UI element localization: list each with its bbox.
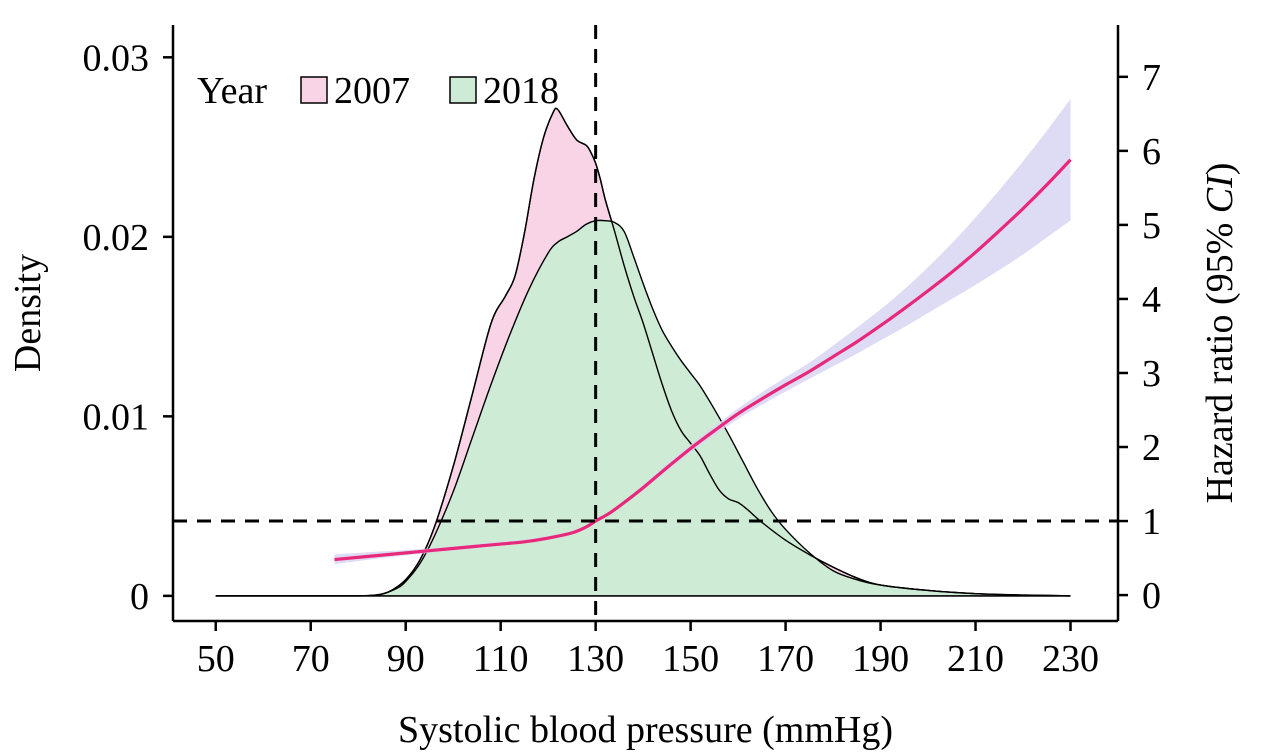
x-tick-label: 230	[1042, 638, 1099, 680]
x-tick-label: 210	[947, 638, 1004, 680]
y-axis-title: Density	[7, 254, 49, 372]
y2-tick-label: 3	[1142, 353, 1161, 395]
axes: 50 70 90 110 130 150 170 190 210 23000.010.020.03…	[83, 25, 1161, 680]
y-tick-label: 0.03	[83, 37, 150, 79]
legend-title: Year	[197, 70, 267, 112]
density-area-2018	[215, 219, 1071, 597]
x-tick-label: 130	[567, 638, 624, 680]
legend-swatch-2007	[300, 76, 328, 104]
density-outline-2007	[215, 107, 1071, 597]
x-tick-label: 110	[473, 638, 529, 680]
y2-tick-label: 1	[1142, 501, 1161, 543]
legend-label-2007: 2007	[334, 70, 410, 112]
hazard-ratio-line	[334, 158, 1072, 562]
plot-area	[173, 25, 1118, 621]
y2-tick-label: 7	[1142, 57, 1161, 99]
y-tick-label: 0.02	[83, 217, 150, 259]
y2-title-main: Hazard ratio (95%	[1199, 213, 1241, 503]
y2-tick-label: 0	[1142, 575, 1161, 617]
y2-axis-title: Hazard ratio (95% CI)	[1199, 163, 1241, 504]
x-tick-label: 170	[757, 638, 814, 680]
y-tick-label: 0.01	[83, 396, 150, 438]
y2-tick-label: 5	[1142, 205, 1161, 247]
x-tick-label: 70	[292, 638, 330, 680]
y2-title-end: )	[1199, 163, 1241, 176]
x-tick-label: 150	[662, 638, 719, 680]
x-tick-label: 190	[852, 638, 909, 680]
legend-swatch-2018	[449, 76, 477, 104]
y2-title-italic: CI	[1199, 173, 1241, 213]
legend: Year 2007 2018	[197, 70, 559, 112]
y2-tick-label: 6	[1142, 131, 1161, 173]
x-axis-title: Systolic blood pressure (mmHg)	[398, 709, 893, 751]
y-tick-label: 0	[130, 576, 149, 618]
x-tick-label: 90	[387, 638, 425, 680]
y2-tick-label: 4	[1142, 279, 1161, 321]
x-tick-label: 50	[197, 638, 235, 680]
legend-label-2018: 2018	[483, 70, 559, 112]
y2-tick-label: 2	[1142, 427, 1161, 469]
